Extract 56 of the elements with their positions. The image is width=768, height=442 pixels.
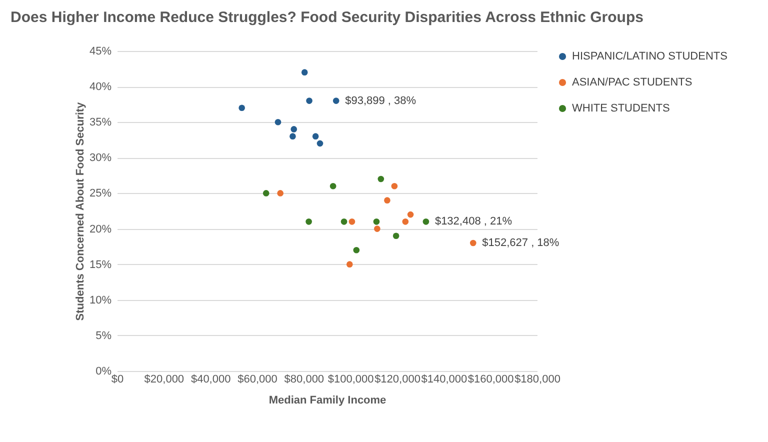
point: [346, 261, 353, 268]
y-tick-label: 40%: [89, 81, 112, 94]
point: [238, 104, 245, 112]
point: [353, 246, 360, 254]
legend-label: HISPANIC/LATINO STUDENTS: [572, 50, 728, 62]
x-axis-title: Median Family Income: [268, 394, 386, 406]
point: [301, 69, 308, 76]
point: [378, 176, 384, 182]
y-tick-label: 35%: [89, 116, 112, 129]
annotation: $132,408 , 21%: [434, 216, 512, 228]
y-axis-title: Students Concerned About Food Security: [74, 101, 86, 321]
point: [330, 182, 336, 190]
x-tick-label: $180,000: [514, 374, 560, 386]
point: [312, 133, 319, 140]
point: [391, 182, 398, 190]
point: [306, 98, 312, 104]
y-tick-label: 15%: [89, 258, 112, 271]
x-tick-label: $160,000: [468, 374, 514, 386]
legend-label: WHITE STUDENTS: [572, 102, 670, 114]
x-tick-label: $100,000: [328, 374, 374, 386]
x-tick-label: $0: [111, 374, 124, 386]
point: [374, 226, 380, 232]
point: [340, 218, 348, 225]
annotation: $93,899 , 38%: [345, 94, 416, 107]
point: [316, 140, 324, 147]
point: [290, 133, 296, 140]
legend-label: ASIAN/PAC STUDENTS: [572, 76, 692, 88]
y-tick-label: 20%: [89, 223, 112, 236]
point: [290, 126, 298, 132]
x-tick-label: $40,000: [190, 374, 231, 386]
point: [277, 190, 284, 196]
point: [332, 98, 340, 104]
point: [470, 240, 476, 246]
y-tick-label: 30%: [89, 152, 112, 164]
annotation: $152,627 , 18%: [482, 237, 560, 249]
point: [392, 232, 400, 240]
y-tick-label: 5%: [96, 330, 112, 342]
chart-title: Does Higher Income Reduce Struggles? Food Security Disparities Across Ethnic Groups: [10, 9, 644, 26]
point: [262, 190, 270, 196]
point: [407, 211, 414, 218]
point: [402, 218, 409, 225]
x-tick-label: $20,000: [144, 374, 184, 386]
point: [306, 218, 312, 225]
x-tick-label: $60,000: [238, 374, 278, 386]
point: [384, 197, 390, 204]
y-tick-label: 0%: [96, 366, 112, 378]
y-tick-label: 25%: [89, 188, 112, 200]
y-tick-label: 45%: [89, 46, 112, 58]
x-tick-label: $80,000: [284, 374, 324, 386]
x-tick-label: $140,000: [421, 374, 468, 386]
point: [348, 218, 356, 225]
y-tick-label: 10%: [89, 294, 112, 306]
x-tick-label: $120,000: [374, 374, 420, 386]
point: [373, 218, 380, 225]
point: [422, 218, 430, 225]
point: [274, 118, 282, 126]
